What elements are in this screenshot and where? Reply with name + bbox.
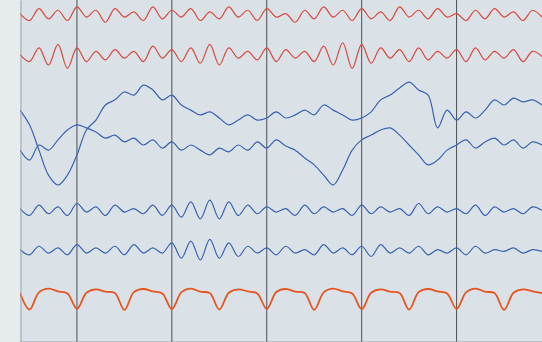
- trace: [20, 289, 542, 310]
- x-axis: [21, 341, 542, 342]
- trace: [20, 82, 542, 185]
- y-axis-line: [21, 1, 22, 342]
- grid-line: [171, 0, 172, 342]
- plot: [20, 0, 542, 342]
- chart: [0, 0, 542, 342]
- trace: [20, 239, 542, 260]
- traces: [20, 7, 542, 310]
- trace: [20, 200, 542, 219]
- trace: [20, 43, 542, 69]
- grid-line: [456, 0, 457, 342]
- background: [0, 0, 542, 342]
- trace: [20, 7, 542, 22]
- grid-line: [361, 0, 362, 342]
- trace: [20, 125, 542, 185]
- y-axis: [21, 1, 22, 342]
- plot-background: [20, 0, 542, 342]
- grid-line: [266, 0, 267, 342]
- grid-line: [76, 0, 77, 342]
